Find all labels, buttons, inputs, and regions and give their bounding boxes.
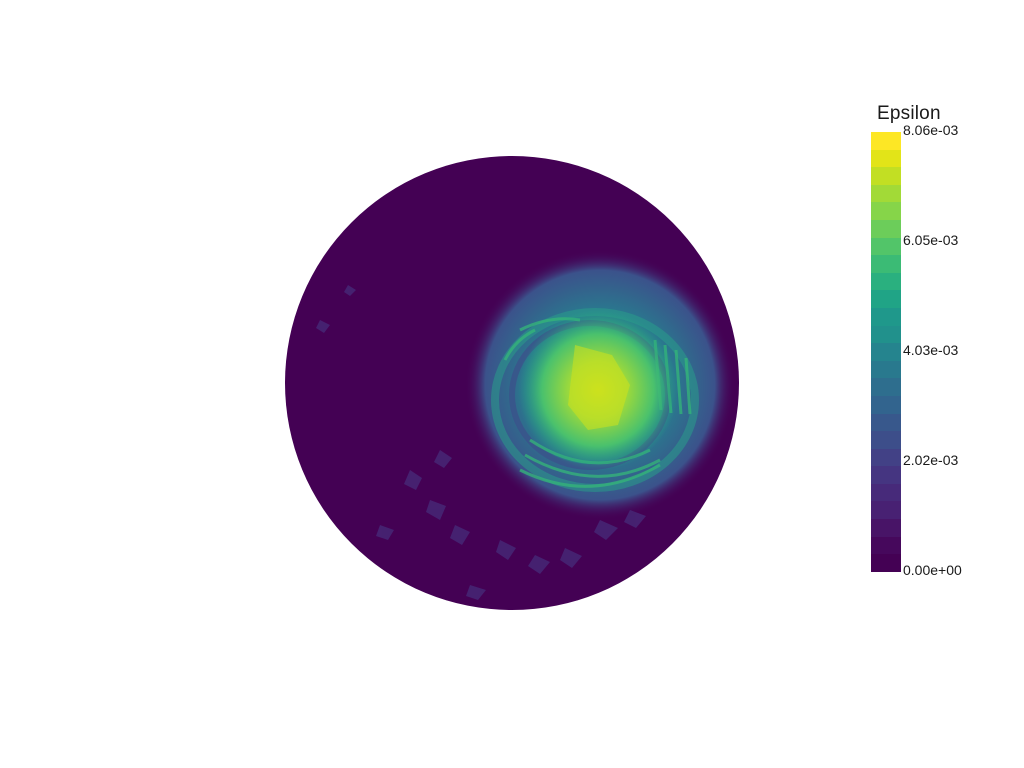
colorbar-tick-label: 2.02e-03 — [903, 452, 959, 468]
colorbar-band — [871, 378, 901, 396]
colorbar-band — [871, 325, 901, 344]
colorbar-title: Epsilon — [877, 103, 941, 124]
colorbar-tick-label: 6.05e-03 — [903, 232, 959, 248]
colorbar-band — [871, 431, 901, 449]
colorbar-band — [871, 290, 901, 308]
colorbar-tick-label: 4.03e-03 — [903, 342, 959, 358]
colorbar-band — [871, 360, 901, 379]
colorbar-band — [871, 395, 901, 414]
colorbar-band — [871, 554, 901, 572]
colorbar-band — [871, 272, 901, 291]
colorbar-band — [871, 219, 901, 238]
noise-patches — [316, 285, 646, 600]
colorbar — [871, 132, 901, 572]
colorbar-tick-label: 0.00e+00 — [903, 562, 962, 578]
colorbar-band — [871, 501, 901, 520]
colorbar-band — [871, 202, 901, 220]
colorbar-band — [871, 466, 901, 484]
colorbar-band — [871, 149, 901, 168]
colorbar-band — [871, 237, 901, 256]
colorbar-band — [871, 519, 901, 537]
colorbar-band — [871, 167, 901, 185]
colorbar-band — [871, 343, 901, 361]
colorbar-band — [871, 448, 901, 467]
hot-spot — [568, 345, 630, 430]
colorbar-band — [871, 483, 901, 502]
colorbar-band — [871, 184, 901, 203]
colorbar-tick-label: 8.06e-03 — [903, 122, 959, 138]
domain-disk — [285, 156, 739, 610]
colorbar-band — [871, 255, 901, 273]
colorbar-band — [871, 307, 901, 326]
colorbar-band — [871, 132, 901, 150]
colorbar-band — [871, 536, 901, 555]
colorbar-band — [871, 413, 901, 432]
